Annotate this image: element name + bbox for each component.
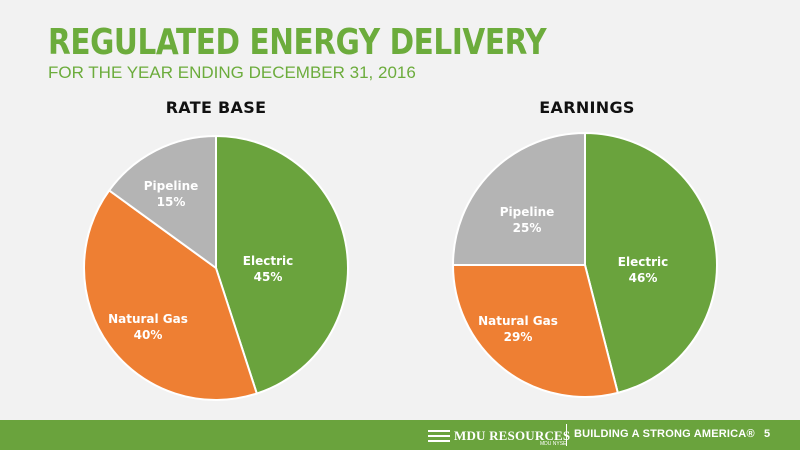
pie-slice-electric bbox=[215, 134, 349, 395]
pie-slice-natural-gas bbox=[451, 264, 620, 398]
rate-base-chart-title: RATE BASE bbox=[165, 98, 267, 117]
logo-ticker: MDU NYSE bbox=[540, 441, 567, 447]
slice-label-pipeline: Pipeline bbox=[144, 179, 199, 193]
mdu-logo-icon bbox=[428, 430, 450, 442]
slice-value-natural-gas: 29% bbox=[504, 330, 533, 344]
footer-bar bbox=[0, 420, 800, 450]
logo-text: MDU RESOURCES bbox=[454, 428, 571, 443]
pie-slice-pipeline bbox=[451, 131, 586, 266]
slice-value-pipeline: 25% bbox=[513, 221, 542, 235]
page-subtitle: FOR THE YEAR ENDING DECEMBER 31, 2016 bbox=[48, 63, 416, 82]
slice-value-electric: 46% bbox=[629, 271, 658, 285]
slice-label-natural-gas: Natural Gas bbox=[478, 314, 558, 328]
slice-label-pipeline: Pipeline bbox=[500, 205, 555, 219]
earnings-chart-title: EARNINGS bbox=[539, 98, 635, 117]
slice-label-natural-gas: Natural Gas bbox=[108, 312, 188, 326]
company-logo: MDU RESOURCES bbox=[428, 426, 570, 446]
slice-label-electric: Electric bbox=[243, 254, 293, 268]
pie-slice-natural-gas bbox=[83, 189, 259, 401]
pie-slice-pipeline bbox=[107, 134, 217, 270]
page-title: REGULATED ENERGY DELIVERY bbox=[48, 22, 547, 63]
slice-label-electric: Electric bbox=[618, 255, 668, 269]
page-number: 5 bbox=[764, 428, 771, 440]
footer-tagline: BUILDING A STRONG AMERICA® bbox=[574, 428, 755, 440]
slice-value-electric: 45% bbox=[254, 270, 283, 284]
slice-value-pipeline: 15% bbox=[157, 195, 186, 209]
footer-divider bbox=[566, 424, 567, 446]
slice-value-natural-gas: 40% bbox=[134, 328, 163, 342]
pie-slice-electric bbox=[584, 131, 718, 395]
